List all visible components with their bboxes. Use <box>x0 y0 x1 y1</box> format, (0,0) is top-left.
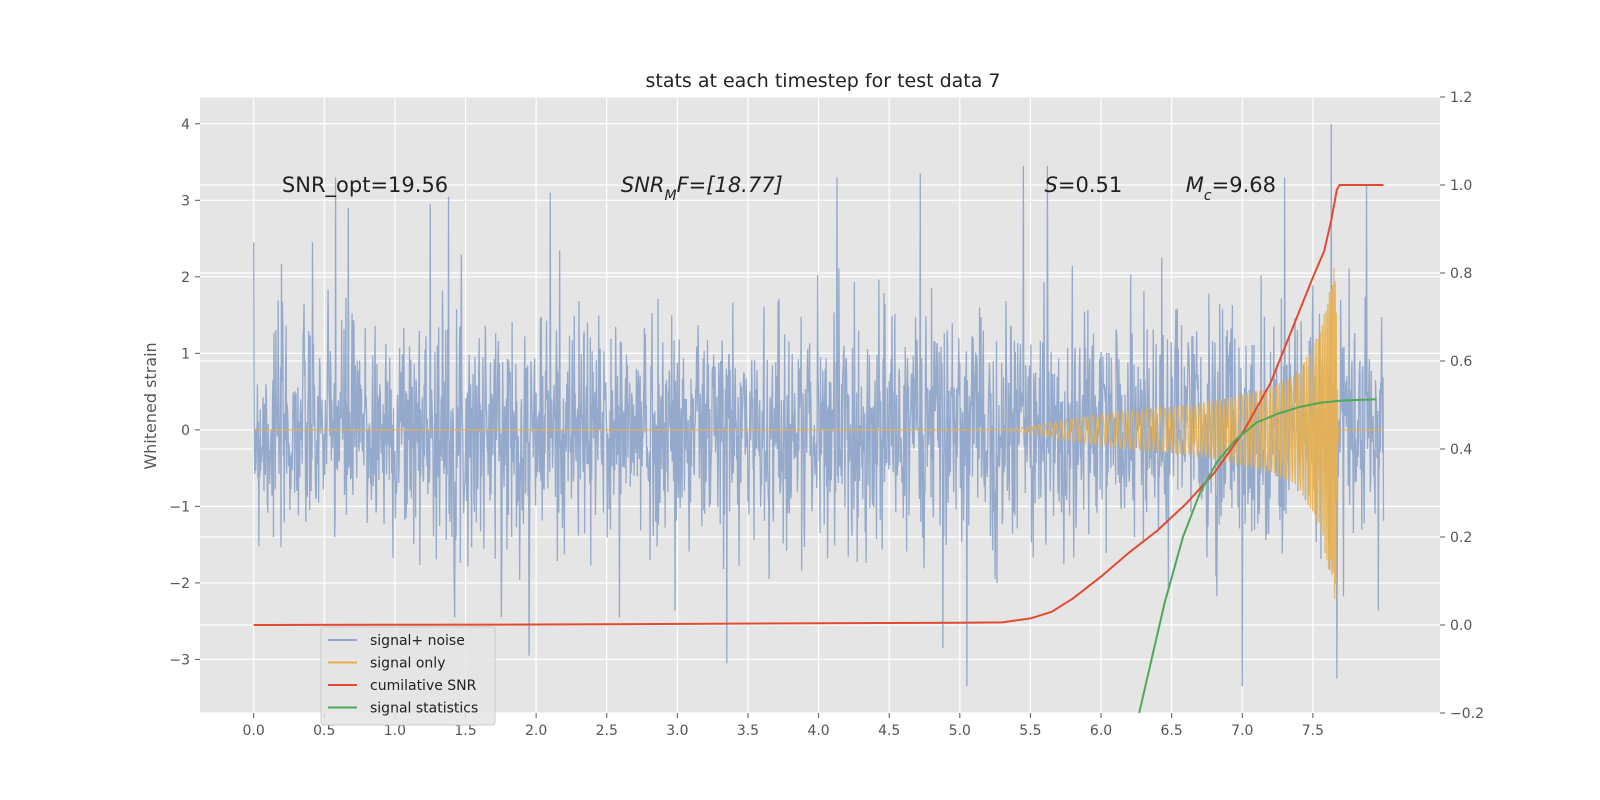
y2-tick-label: 0.6 <box>1450 354 1472 370</box>
x-tick-label: 4.0 <box>807 723 829 739</box>
y2-tick-label: 0.0 <box>1450 618 1472 634</box>
y-tick-label: 0 <box>181 423 190 439</box>
x-tick-label: 3.0 <box>666 723 688 739</box>
x-tick-label: 2.5 <box>596 723 618 739</box>
x-tick-label: 3.5 <box>737 723 759 739</box>
annotation-1: SNRMF=[18.77] <box>621 173 783 204</box>
chart-title: stats at each timestep for test data 7 <box>645 70 1000 92</box>
y-tick-label: −2 <box>169 576 190 592</box>
x-tick-label: 4.5 <box>878 723 900 739</box>
legend-entry: signal statistics <box>370 701 478 717</box>
y-tick-label: −3 <box>169 652 190 668</box>
y-tick-label: 2 <box>181 270 190 286</box>
legend-entry: cumilative SNR <box>370 678 477 694</box>
y-axis-label: Whitened strain <box>141 342 160 469</box>
legend-entry: signal+ noise <box>370 633 465 649</box>
x-tick-label: 5.0 <box>949 723 971 739</box>
x-tick-label: 1.5 <box>454 723 476 739</box>
series-signal-only <box>253 267 1384 599</box>
x-tick-label: 0.0 <box>243 723 265 739</box>
annotation-3: Mc=9.68 <box>1186 173 1276 204</box>
y2-tick-label: 0.2 <box>1450 530 1472 546</box>
series-signal-statistics <box>1138 398 1377 713</box>
x-tick-label: 7.5 <box>1302 723 1324 739</box>
y2-tick-label: 1.2 <box>1450 90 1472 106</box>
y2-tick-label: 0.8 <box>1450 266 1472 282</box>
y-tick-label: −1 <box>169 499 190 515</box>
x-tick-label: 2.0 <box>525 723 547 739</box>
x-tick-label: 7.0 <box>1231 723 1253 739</box>
y2-tick-label: 0.4 <box>1450 442 1472 458</box>
x-tick-label: 5.5 <box>1019 723 1041 739</box>
annotation-0: SNR_opt=19.56 <box>282 173 448 198</box>
y-tick-label: 1 <box>181 346 190 362</box>
annotation-2: S=0.51 <box>1045 173 1123 197</box>
y2-tick-label: 1.0 <box>1450 178 1472 194</box>
legend-entry: signal only <box>370 656 445 672</box>
x-tick-label: 0.5 <box>313 723 335 739</box>
y-tick-label: 3 <box>181 193 190 209</box>
series-cumulative-snr <box>253 184 1384 626</box>
series-signal-plus-noise <box>253 123 1385 687</box>
y2-tick-label: −0.2 <box>1450 706 1484 722</box>
x-tick-label: 6.5 <box>1161 723 1183 739</box>
x-tick-label: 6.0 <box>1090 723 1112 739</box>
legend-box <box>320 626 496 726</box>
legend: signal+ noise signal only cumilative SNR si… <box>320 626 496 726</box>
x-tick-label: 1.0 <box>384 723 406 739</box>
y-tick-label: 4 <box>181 117 190 133</box>
